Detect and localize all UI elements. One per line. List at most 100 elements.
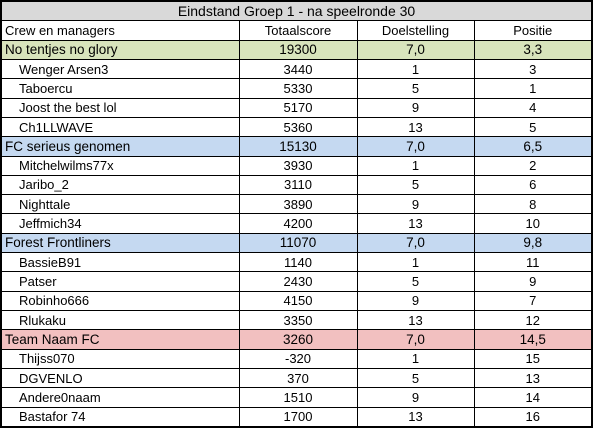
team-name-cell[interactable]: Team Naam FC: [0, 329, 240, 350]
total-score-cell[interactable]: 3930: [238, 155, 358, 176]
player-row: Jaribo_2 3110 5 6: [0, 174, 594, 196]
manager-name-cell[interactable]: Rlukaku: [0, 309, 240, 331]
total-score-cell[interactable]: 3440: [238, 58, 358, 80]
header-row: Crew en managers Totaalscore Doelstellin…: [0, 20, 594, 41]
target-cell[interactable]: 9: [356, 290, 475, 312]
manager-name-cell[interactable]: Patser: [0, 271, 240, 292]
manager-name-cell[interactable]: Jaribo_2: [0, 174, 240, 196]
target-cell[interactable]: 5: [356, 367, 475, 389]
position-cell[interactable]: 2: [473, 155, 594, 176]
position-cell[interactable]: 3,3: [473, 39, 594, 60]
target-cell[interactable]: 9: [356, 97, 475, 118]
team-row: FC serieus genomen 15130 7,0 6,5: [0, 136, 594, 157]
target-cell[interactable]: 13: [356, 406, 475, 428]
total-score-cell[interactable]: 3260: [238, 329, 358, 350]
total-score-cell[interactable]: 1700: [238, 406, 358, 428]
manager-name-cell[interactable]: BassieB91: [0, 252, 240, 273]
manager-name-cell[interactable]: Nighttale: [0, 194, 240, 215]
position-cell[interactable]: 1: [473, 78, 594, 99]
target-cell[interactable]: 9: [356, 387, 475, 408]
sheet-title[interactable]: Eindstand Groep 1 - na speelronde 30: [0, 0, 594, 22]
position-cell[interactable]: 5: [473, 116, 594, 138]
player-row: BassieB91 1140 1 11: [0, 252, 594, 273]
total-score-cell[interactable]: 5360: [238, 116, 358, 138]
position-cell[interactable]: 11: [473, 252, 594, 273]
manager-name-cell[interactable]: DGVENLO: [0, 367, 240, 389]
manager-name-cell[interactable]: Mitchelwilms77x: [0, 155, 240, 176]
manager-name-cell[interactable]: Joost the best lol: [0, 97, 240, 118]
position-cell[interactable]: 6,5: [473, 136, 594, 157]
target-cell[interactable]: 1: [356, 58, 475, 80]
total-score-cell[interactable]: 3890: [238, 194, 358, 215]
manager-name-cell[interactable]: Robinho666: [0, 290, 240, 312]
total-score-cell[interactable]: 2430: [238, 271, 358, 292]
manager-name-cell[interactable]: Ch1LLWAVE: [0, 116, 240, 138]
target-cell[interactable]: 5: [356, 174, 475, 196]
manager-name-cell[interactable]: Wenger Arsen3: [0, 58, 240, 80]
target-cell[interactable]: 5: [356, 271, 475, 292]
target-cell[interactable]: 1: [356, 252, 475, 273]
position-cell[interactable]: 4: [473, 97, 594, 118]
player-row: Jeffmich34 4200 13 10: [0, 213, 594, 234]
position-cell[interactable]: 14: [473, 387, 594, 408]
team-name-cell[interactable]: FC serieus genomen: [0, 136, 240, 157]
target-cell[interactable]: 9: [356, 194, 475, 215]
target-cell[interactable]: 13: [356, 213, 475, 234]
player-row: Ch1LLWAVE 5360 13 5: [0, 116, 594, 138]
position-cell[interactable]: 15: [473, 348, 594, 369]
total-score-cell[interactable]: 4150: [238, 290, 358, 312]
position-cell[interactable]: 16: [473, 406, 594, 428]
title-row: Eindstand Groep 1 - na speelronde 30: [0, 0, 594, 22]
target-cell[interactable]: 1: [356, 155, 475, 176]
position-cell[interactable]: 9: [473, 271, 594, 292]
team-row: Forest Frontliners 11070 7,0 9,8: [0, 232, 594, 254]
player-row: Patser 2430 5 9: [0, 271, 594, 292]
header-target[interactable]: Doelstelling: [356, 20, 475, 41]
position-cell[interactable]: 3: [473, 58, 594, 80]
target-cell[interactable]: 13: [356, 309, 475, 331]
position-cell[interactable]: 9,8: [473, 232, 594, 254]
total-score-cell[interactable]: 5330: [238, 78, 358, 99]
team-name-cell[interactable]: Forest Frontliners: [0, 232, 240, 254]
player-row: Taboercu 5330 5 1: [0, 78, 594, 99]
total-score-cell[interactable]: 15130: [238, 136, 358, 157]
header-crew[interactable]: Crew en managers: [0, 20, 240, 41]
total-score-cell[interactable]: 5170: [238, 97, 358, 118]
position-cell[interactable]: 12: [473, 309, 594, 331]
manager-name-cell[interactable]: Bastafor 74: [0, 406, 240, 428]
header-total-score[interactable]: Totaalscore: [238, 20, 358, 41]
total-score-cell[interactable]: 3350: [238, 309, 358, 331]
total-score-cell[interactable]: 3110: [238, 174, 358, 196]
manager-name-cell[interactable]: Andere0naam: [0, 387, 240, 408]
target-cell[interactable]: 7,0: [356, 39, 475, 60]
total-score-cell[interactable]: 19300: [238, 39, 358, 60]
total-score-cell[interactable]: 4200: [238, 213, 358, 234]
position-cell[interactable]: 10: [473, 213, 594, 234]
player-row: Nighttale 3890 9 8: [0, 194, 594, 215]
target-cell[interactable]: 5: [356, 78, 475, 99]
team-row: Team Naam FC 3260 7,0 14,5: [0, 329, 594, 350]
position-cell[interactable]: 7: [473, 290, 594, 312]
player-row: Rlukaku 3350 13 12: [0, 309, 594, 331]
total-score-cell[interactable]: 11070: [238, 232, 358, 254]
target-cell[interactable]: 7,0: [356, 136, 475, 157]
manager-name-cell[interactable]: Taboercu: [0, 78, 240, 99]
position-cell[interactable]: 8: [473, 194, 594, 215]
target-cell[interactable]: 7,0: [356, 329, 475, 350]
total-score-cell[interactable]: 370: [238, 367, 358, 389]
total-score-cell[interactable]: -320: [238, 348, 358, 369]
position-cell[interactable]: 13: [473, 367, 594, 389]
team-name-cell[interactable]: No tentjes no glory: [0, 39, 240, 60]
position-cell[interactable]: 6: [473, 174, 594, 196]
target-cell[interactable]: 13: [356, 116, 475, 138]
manager-name-cell[interactable]: Thijss070: [0, 348, 240, 369]
position-cell[interactable]: 14,5: [473, 329, 594, 350]
target-cell[interactable]: 1: [356, 348, 475, 369]
total-score-cell[interactable]: 1510: [238, 387, 358, 408]
manager-name-cell[interactable]: Jeffmich34: [0, 213, 240, 234]
header-position[interactable]: Positie: [473, 20, 594, 41]
total-score-cell[interactable]: 1140: [238, 252, 358, 273]
team-row: No tentjes no glory 19300 7,0 3,3: [0, 39, 594, 60]
target-cell[interactable]: 7,0: [356, 232, 475, 254]
